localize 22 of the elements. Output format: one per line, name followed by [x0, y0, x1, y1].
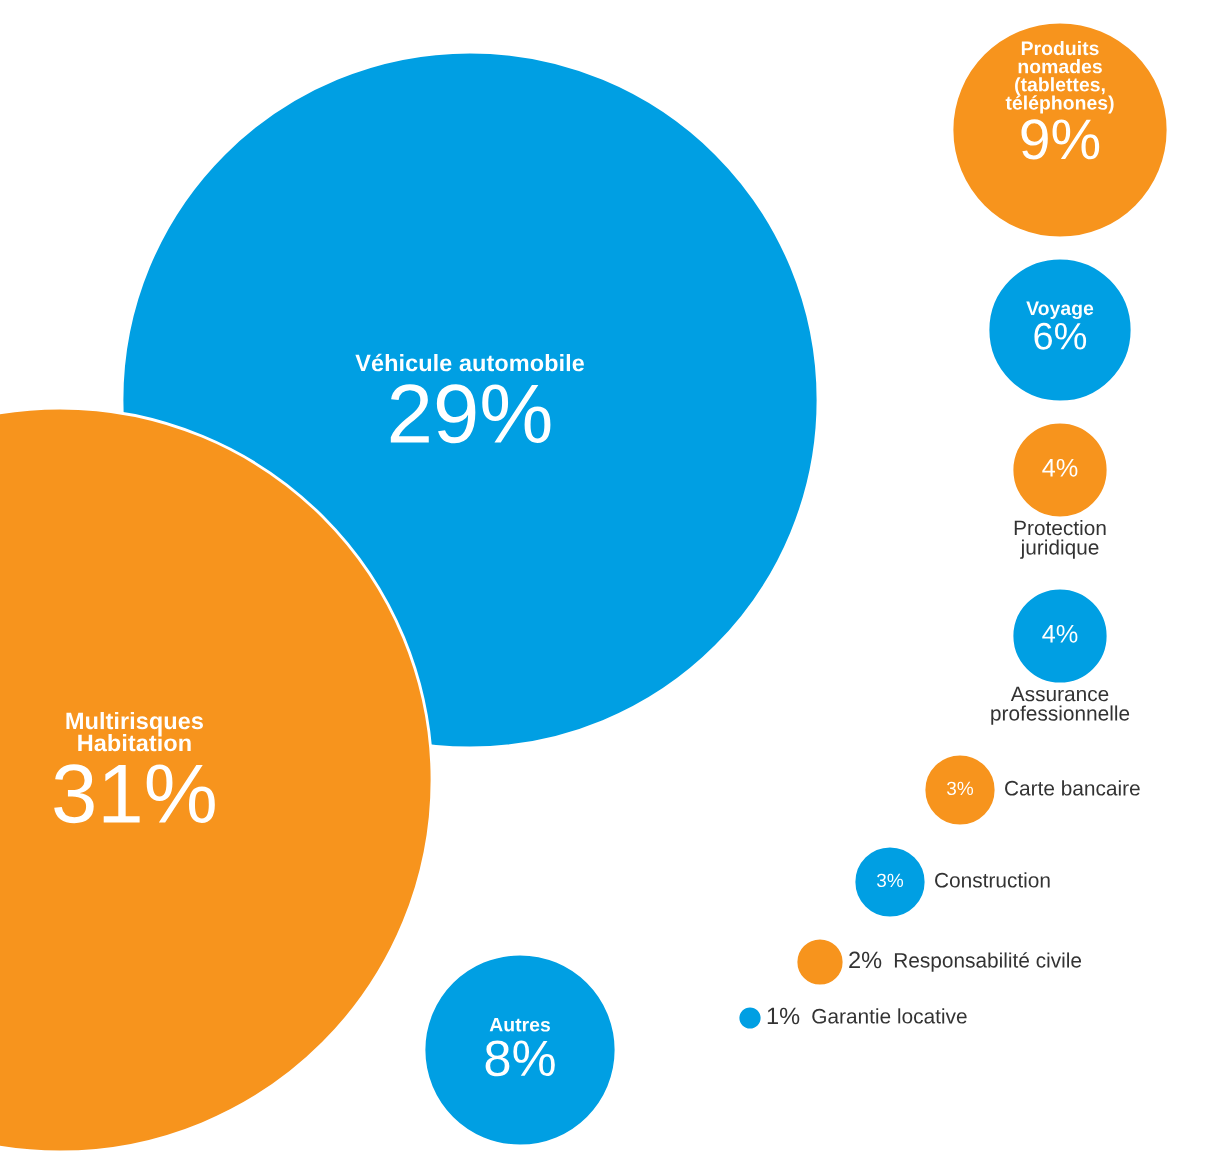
data-label: 3%: [946, 781, 974, 796]
data-label: 8%: [485, 1040, 555, 1077]
data-label: 31%: [54, 764, 215, 824]
data-label: 4%: [1042, 624, 1078, 643]
data-label: 2%: [849, 951, 882, 969]
category-label: Garantie locative: [812, 1008, 967, 1024]
category-label: Véhicule automobile: [355, 353, 584, 372]
data-label: 3%: [876, 873, 904, 888]
category-label: Assurance professionnelle: [991, 686, 1130, 725]
category-label: Multirisques Habitation: [66, 711, 203, 752]
data-label: 29%: [390, 384, 551, 444]
category-label: Autres: [489, 1018, 550, 1032]
data-label: 6%: [1034, 322, 1087, 350]
data-label: 1%: [767, 1007, 800, 1025]
category-label: Produits nomades (tablettes, téléphones): [1005, 40, 1114, 114]
category-label: Construction: [935, 872, 1050, 888]
data-label: 9%: [1021, 119, 1100, 160]
category-label: Voyage: [1026, 301, 1094, 320]
category-label: Responsabilité civile: [894, 952, 1082, 972]
data-label: 4%: [1042, 458, 1078, 477]
category-label: Carte bancaire: [1005, 780, 1140, 796]
category-label: Protection juridique: [1014, 520, 1106, 559]
